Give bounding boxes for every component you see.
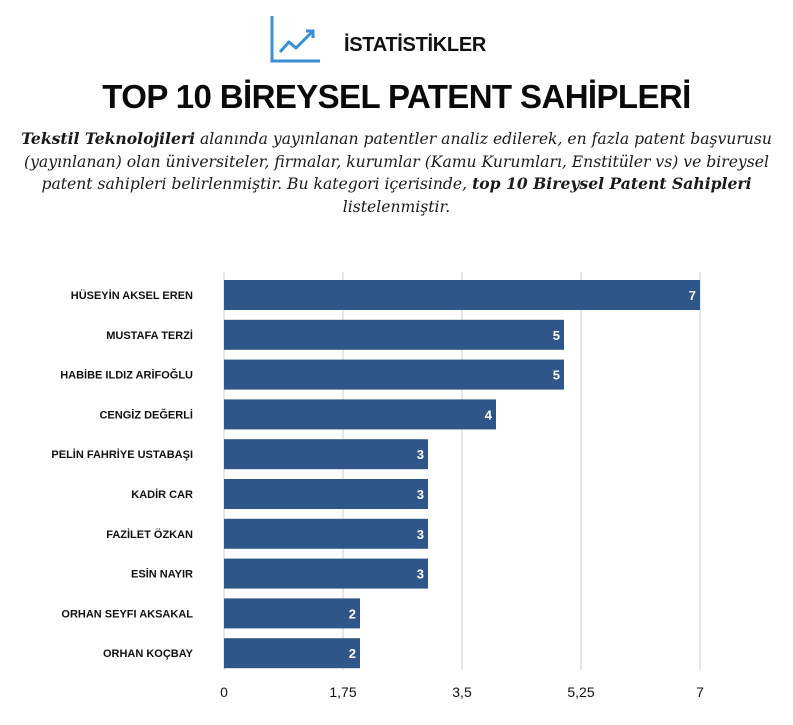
category-label: FAZİLET ÖZKAN bbox=[106, 528, 193, 541]
intro-text-part: alanında yayınlanan patentler analiz edi… bbox=[24, 130, 772, 193]
x-tick-label: 0 bbox=[220, 684, 228, 700]
bar-value-label: 7 bbox=[689, 288, 696, 303]
category-label: ORHAN KOÇBAY bbox=[103, 648, 194, 660]
category-label: ESİN NAYIR bbox=[131, 568, 193, 581]
bar-value-label: 4 bbox=[485, 407, 493, 422]
bar-value-label: 5 bbox=[553, 328, 560, 343]
x-axis-ticks: 0 1,75 3,5 5,25 7 bbox=[220, 684, 704, 700]
x-tick-label: 3,5 bbox=[452, 684, 472, 700]
bar-value-label: 3 bbox=[417, 447, 424, 462]
bar-value-label: 5 bbox=[553, 368, 560, 383]
category-labels: HÜSEYİN AKSEL EREN MUSTAFA TERZİ HABİBE IL… bbox=[51, 289, 193, 660]
bar bbox=[224, 439, 428, 470]
bar-value-label: 2 bbox=[349, 646, 356, 661]
category-label: CENGİZ DEĞERLİ bbox=[99, 408, 193, 421]
intro-bold-category: top 10 Bireysel Patent Sahipleri bbox=[472, 174, 752, 193]
bar bbox=[224, 558, 428, 589]
bar bbox=[224, 638, 360, 669]
x-tick-label: 1,75 bbox=[329, 684, 356, 700]
bar-value-label: 2 bbox=[349, 606, 356, 621]
intro-bold-topic: Tekstil Teknolojileri bbox=[21, 129, 196, 148]
category-label: HÜSEYİN AKSEL EREN bbox=[71, 289, 193, 302]
bar-value-label: 3 bbox=[417, 487, 424, 502]
intro-text-end: listelenmiştir. bbox=[342, 197, 451, 216]
section-label: İSTATİSTİKLER bbox=[344, 34, 487, 56]
category-label: MUSTAFA TERZİ bbox=[106, 329, 193, 342]
category-label: PELİN FAHRİYE USTABAŞI bbox=[51, 448, 193, 461]
bar bbox=[224, 598, 360, 629]
bar bbox=[224, 518, 428, 549]
page-title: TOP 10 BİREYSEL PATENT SAHİPLERİ bbox=[102, 78, 691, 115]
bar bbox=[224, 399, 496, 430]
bar bbox=[224, 280, 700, 310]
bar-value-label: 3 bbox=[417, 527, 424, 542]
x-tick-label: 7 bbox=[696, 684, 704, 700]
line-chart-trend-icon bbox=[270, 16, 320, 63]
bar bbox=[224, 479, 428, 509]
category-label: ORHAN SEYFI AKSAKAL bbox=[61, 608, 193, 620]
x-tick-label: 5,25 bbox=[567, 684, 594, 700]
intro-text: Tekstil Teknolojileri alanında yayınlana… bbox=[20, 128, 773, 218]
category-label: KADİR CAR bbox=[131, 488, 193, 501]
bar-value-label: 3 bbox=[417, 567, 424, 582]
bar bbox=[224, 319, 564, 350]
category-label: HABİBE ILDIZ ARİFOĞLU bbox=[60, 369, 193, 382]
header: İSTATİSTİKLER bbox=[0, 14, 793, 64]
bar bbox=[224, 359, 564, 390]
bars: 7 5 5 4 3 3 3 3 2 2 bbox=[224, 280, 700, 669]
